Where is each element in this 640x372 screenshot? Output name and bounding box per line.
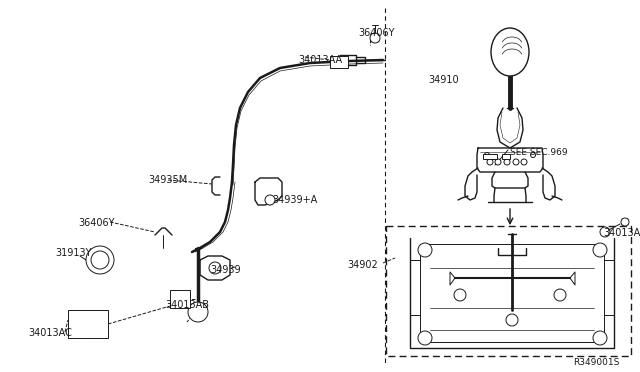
Circle shape <box>265 195 275 205</box>
Bar <box>330 56 348 68</box>
Text: R349001S: R349001S <box>573 358 620 367</box>
Bar <box>386 226 631 356</box>
Text: 34935M: 34935M <box>148 175 188 185</box>
Text: 34939+A: 34939+A <box>272 195 317 205</box>
Text: 36406Y: 36406Y <box>358 28 394 38</box>
Circle shape <box>209 262 221 274</box>
Circle shape <box>506 314 518 326</box>
Ellipse shape <box>491 28 529 76</box>
Circle shape <box>418 243 432 257</box>
Circle shape <box>91 251 109 269</box>
Text: 36406Y: 36406Y <box>78 218 115 228</box>
Text: 34013AA: 34013AA <box>298 55 342 65</box>
Text: 34939: 34939 <box>210 265 241 275</box>
Circle shape <box>531 153 536 157</box>
Circle shape <box>454 289 466 301</box>
Circle shape <box>621 218 629 226</box>
Circle shape <box>513 159 519 165</box>
Text: 34013A: 34013A <box>603 228 640 238</box>
Circle shape <box>418 331 432 345</box>
Circle shape <box>504 159 510 165</box>
Text: 34013AC: 34013AC <box>28 328 72 338</box>
Bar <box>483 154 497 159</box>
Bar <box>502 154 510 159</box>
Bar <box>170 290 190 308</box>
Circle shape <box>188 302 208 322</box>
Circle shape <box>593 331 607 345</box>
Bar <box>68 310 108 338</box>
Circle shape <box>370 33 380 43</box>
Circle shape <box>487 159 493 165</box>
Text: 31913Y: 31913Y <box>55 248 92 258</box>
Text: 34902: 34902 <box>348 260 378 270</box>
Circle shape <box>521 159 527 165</box>
Circle shape <box>593 243 607 257</box>
Circle shape <box>554 289 566 301</box>
Circle shape <box>600 227 610 237</box>
Text: SEE SEC.969: SEE SEC.969 <box>510 148 568 157</box>
Circle shape <box>86 246 114 274</box>
Circle shape <box>484 153 490 157</box>
Circle shape <box>495 159 501 165</box>
Text: 34910: 34910 <box>428 75 459 85</box>
Text: 34013AB: 34013AB <box>165 300 209 310</box>
